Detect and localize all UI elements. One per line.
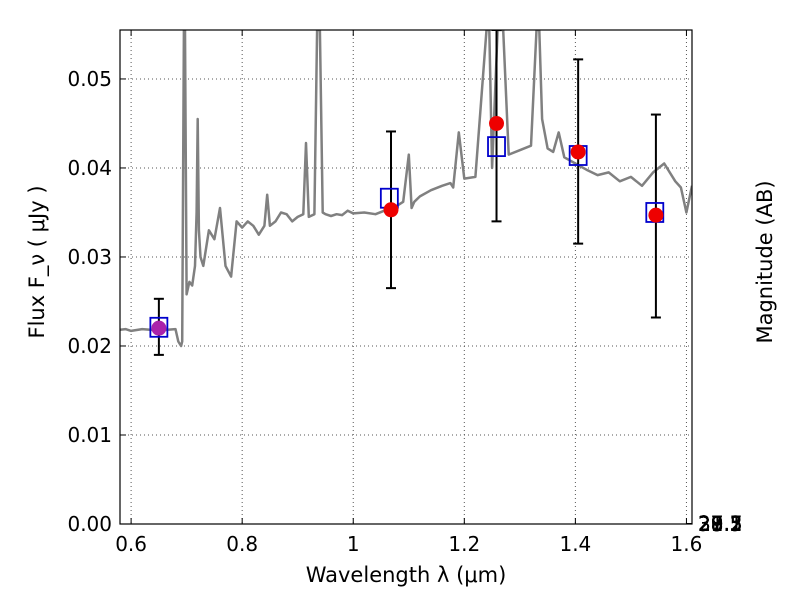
observed-point: [489, 115, 505, 131]
axes-frame: [119, 29, 693, 525]
observed-point: [151, 320, 167, 336]
x-tick-label: 1.2: [448, 532, 480, 556]
x-tick-label: 0.8: [226, 532, 258, 556]
observed-point: [648, 207, 664, 223]
y-tick-labels: 0.00 0.01 0.02 0.03 0.04 0.05: [67, 67, 112, 536]
x-tick-label: 1.4: [559, 532, 591, 556]
tick-marks: [120, 30, 692, 525]
plot-frame: [119, 29, 693, 525]
y-tick-label: 0.01: [67, 423, 112, 447]
magnitude-tick-label: 27.7: [698, 512, 743, 536]
magnitude-tick-label: 31: [698, 512, 723, 536]
y-tick-label: 0.02: [67, 334, 112, 358]
x-axis-label: Wavelength λ (μm): [306, 563, 507, 587]
plot-area: [120, 30, 692, 356]
magnitude-tick-label: 29: [698, 512, 723, 536]
y-axis-label: Flux F_ν ( μJy ): [25, 185, 50, 338]
model-square-point: [149, 316, 169, 338]
magnitude-tick-label: 27.5: [698, 512, 743, 536]
y-tick-label: 0.00: [67, 512, 112, 536]
magnitude-tick-label: 29.5: [698, 512, 743, 536]
magnitude-tick-label: 28.2: [698, 512, 743, 536]
x-tick-labels: 0.6 0.8 1 1.2 1.4 1.6: [115, 532, 702, 556]
template-spectrum-line: [120, 30, 692, 348]
observed-point: [570, 144, 586, 160]
magnitude-tick-label: 27.3: [698, 512, 743, 536]
model-square-point: [487, 136, 506, 158]
right-axis-label: Magnitude (AB): [753, 180, 777, 343]
y-tick-label: 0.03: [67, 245, 112, 269]
x-tick-label: 1.6: [671, 532, 703, 556]
x-tick-label: 0.6: [115, 532, 147, 556]
magnitude-tick-label: 28.5: [698, 512, 743, 536]
magnitude-tick-label: 28: [698, 512, 723, 536]
y-tick-label: 0.05: [67, 67, 112, 91]
y-tick-label: 0.04: [67, 156, 112, 180]
magnitude-tick-label: 30: [698, 512, 723, 536]
observed-point: [383, 202, 399, 218]
magnitude-tick-label: 27.1: [698, 512, 743, 536]
x-tick-label: 1: [347, 532, 360, 556]
